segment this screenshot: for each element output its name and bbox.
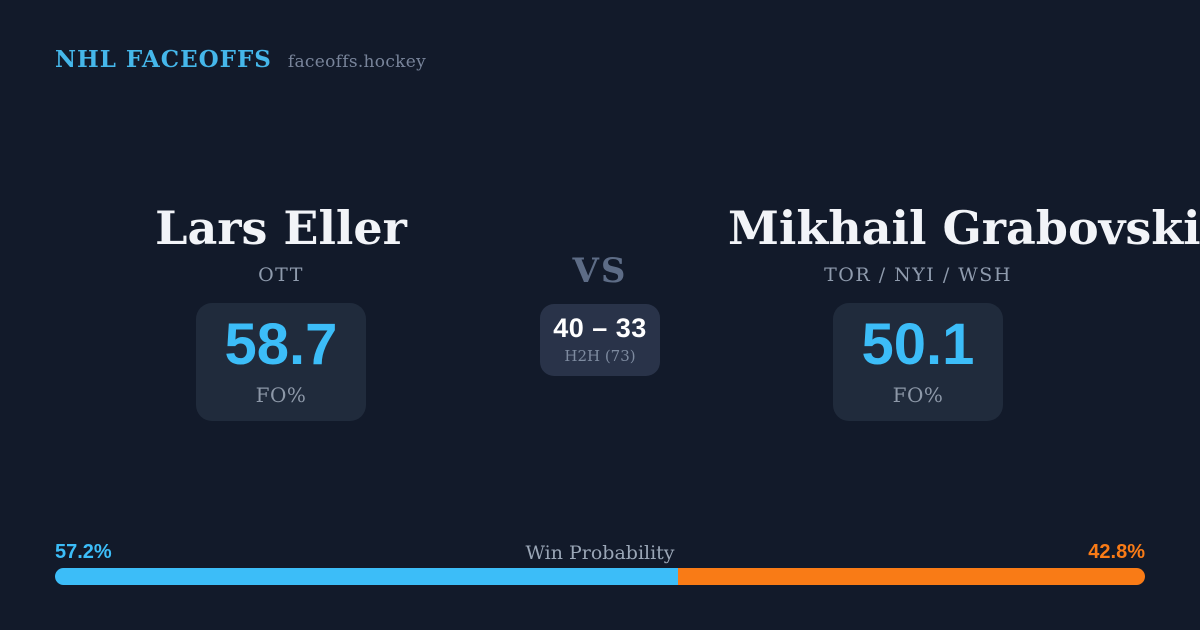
win-bar-segment-left [55, 568, 679, 585]
player-panel-right: Mikhail Grabovski TOR / NYI / WSH 50.1 F… [728, 201, 1200, 421]
player-panel-left: Lars Eller OTT 58.7 FO% [91, 203, 471, 421]
fo-value-left: 58.7 [224, 312, 338, 378]
fo-stat-box-left: 58.7 FO% [196, 302, 366, 421]
matchup-panel: VS 40 – 33 H2H (73) [410, 203, 790, 376]
vs-label: VS [572, 251, 628, 291]
brand-title: NHL FACEOFFS [55, 46, 272, 73]
player-name-left: Lars Eller [155, 201, 407, 255]
fo-label-right: FO% [892, 383, 944, 408]
win-probability-labels: 57.2% Win Probability 42.8% [55, 541, 1145, 564]
player-teams-right: TOR / NYI / WSH [824, 263, 1012, 286]
h2h-box: 40 – 33 H2H (73) [540, 304, 660, 376]
win-pct-left: 57.2% [55, 541, 112, 563]
win-bar-segment-right [678, 568, 1145, 585]
site-url: faceoffs.hockey [287, 52, 427, 72]
header: NHL FACEOFFS faceoffs.hockey [55, 46, 426, 73]
player-name-right: Mikhail Grabovski [728, 201, 1200, 255]
win-probability-bar [55, 568, 1145, 585]
fo-value-right: 50.1 [861, 312, 975, 378]
player-teams-left: OTT [258, 263, 304, 286]
fo-stat-box-right: 50.1 FO% [833, 302, 1003, 421]
h2h-score: 40 – 33 [553, 313, 647, 343]
win-probability-title: Win Probability [525, 542, 675, 564]
win-pct-right: 42.8% [1088, 541, 1145, 563]
fo-label-left: FO% [255, 383, 307, 408]
h2h-label: H2H (73) [564, 347, 636, 365]
